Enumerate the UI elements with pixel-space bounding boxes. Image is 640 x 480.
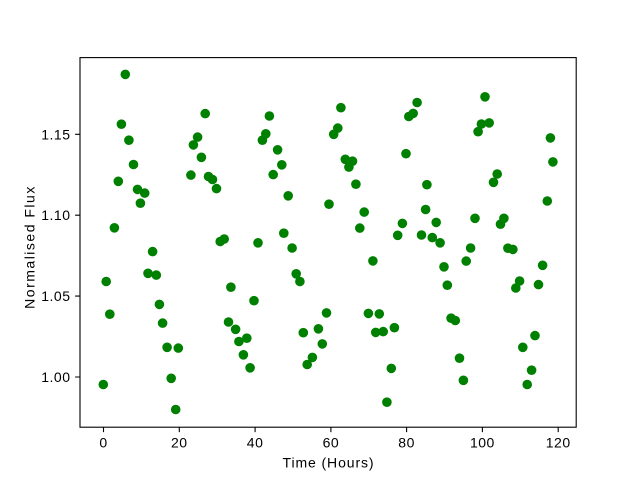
svg-text:1.10: 1.10	[41, 207, 70, 223]
svg-text:100: 100	[470, 435, 495, 451]
svg-text:Time (Hours): Time (Hours)	[283, 454, 375, 470]
svg-text:120: 120	[546, 435, 571, 451]
svg-text:40: 40	[247, 435, 264, 451]
svg-text:20: 20	[171, 435, 188, 451]
svg-text:1.00: 1.00	[41, 369, 70, 385]
svg-text:Normalised Flux: Normalised Flux	[22, 185, 38, 309]
svg-text:1.15: 1.15	[41, 126, 70, 142]
svg-text:80: 80	[398, 435, 415, 451]
svg-text:0: 0	[99, 435, 107, 451]
svg-text:60: 60	[323, 435, 340, 451]
svg-text:1.05: 1.05	[41, 288, 70, 304]
